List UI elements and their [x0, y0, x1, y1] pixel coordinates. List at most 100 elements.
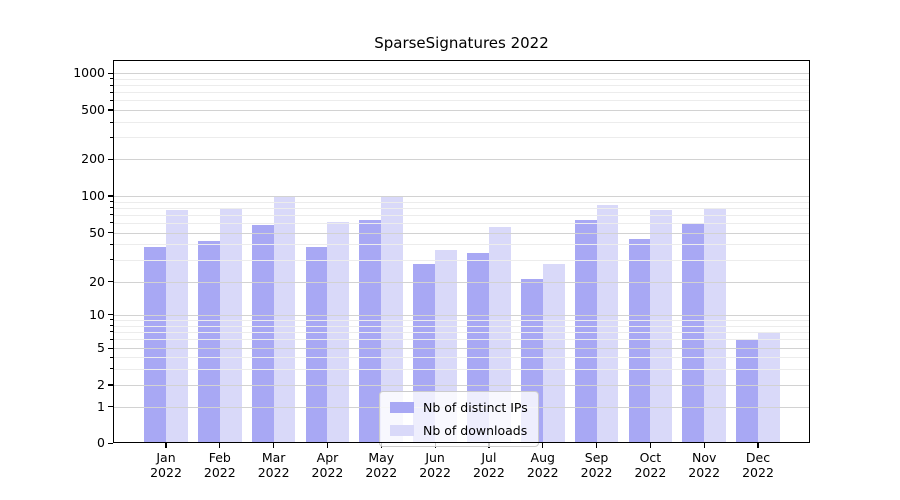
y-tick-mark	[107, 158, 113, 160]
y-tick-label: 500	[81, 102, 105, 117]
y-minor-tick-mark	[110, 207, 113, 209]
x-tick-line: Jun	[425, 450, 445, 466]
y-tick-label: 100	[81, 188, 105, 203]
bar-jul-downloads	[488, 226, 511, 444]
bar-nov-downloads	[704, 208, 726, 444]
bar-mar-distinct-ips	[251, 224, 274, 444]
y-minor-tick-mark	[110, 222, 113, 224]
y-tick-label: 1	[97, 398, 105, 414]
x-tick-label-mar: Mar 2022	[242, 450, 306, 480]
y-minor-tick-mark	[110, 91, 113, 93]
bar-sep-distinct-ips	[574, 219, 597, 444]
y-tick-label: 50	[89, 224, 105, 240]
y-tick-label: 10	[89, 306, 105, 322]
x-tick-mark	[165, 443, 167, 448]
x-tick-line: Oct	[639, 450, 662, 466]
legend-label: Nb of distinct IPs	[423, 400, 528, 415]
bar-oct-distinct-ips	[628, 239, 651, 444]
x-tick-mark	[595, 443, 598, 448]
x-tick-label-jul: Jul 2022	[457, 450, 521, 480]
bar-apr-downloads	[327, 222, 350, 444]
legend-swatch-downloads	[390, 425, 414, 436]
y-minor-tick-mark	[110, 325, 113, 327]
x-tick-line: 2022	[257, 465, 290, 481]
x-tick-label-jun: Jun 2022	[403, 450, 467, 480]
x-tick-line: 2022	[526, 465, 559, 481]
bar-jan-downloads	[166, 209, 188, 444]
x-tick-label-feb: Feb 2022	[188, 450, 252, 480]
y-tick-mark	[107, 384, 113, 386]
x-tick-line: 2022	[419, 465, 451, 481]
x-tick-label-aug: Aug 2022	[511, 450, 575, 480]
y-tick-mark	[107, 109, 113, 111]
x-tick-line: 2022	[365, 465, 398, 481]
legend-row: Nb of distinct IPs	[390, 400, 528, 415]
x-tick-mark	[542, 443, 544, 448]
x-tick-line: 2022	[742, 465, 774, 481]
x-tick-mark	[703, 443, 705, 448]
y-tick-mark	[107, 231, 113, 234]
y-minor-tick-mark	[110, 259, 113, 261]
x-tick-label-nov: Nov 2022	[672, 450, 736, 480]
bar-feb-distinct-ips	[198, 240, 220, 444]
legend: Nb of distinct IPs Nb of downloads	[379, 391, 539, 447]
x-tick-line: Feb	[208, 450, 231, 466]
y-tick-mark	[107, 405, 113, 408]
x-tick-line: 2022	[473, 465, 505, 481]
legend-row: Nb of downloads	[390, 423, 528, 438]
y-tick-mark	[107, 314, 113, 316]
x-tick-mark	[273, 443, 275, 448]
bar-dec-downloads	[758, 332, 780, 444]
bar-sep-downloads	[596, 204, 619, 444]
y-tick-label: 2	[97, 377, 105, 392]
y-tick-label: 20	[89, 273, 105, 289]
plot-area: Nb of distinct IPs Nb of downloads	[113, 60, 810, 447]
x-tick-mark	[326, 443, 329, 448]
x-tick-line: Aug	[530, 450, 555, 466]
y-minor-tick-mark	[110, 368, 113, 370]
x-tick-line: 2022	[688, 465, 721, 481]
x-tick-line: 2022	[580, 465, 613, 481]
x-tick-label-sep: Sep 2022	[565, 450, 629, 480]
y-minor-tick-mark	[110, 243, 113, 245]
y-minor-tick-mark	[110, 319, 113, 321]
y-minor-tick-mark	[110, 99, 113, 101]
x-tick-label-oct: Oct 2022	[618, 450, 682, 480]
bar-nov-distinct-ips	[682, 223, 705, 444]
x-tick-label-jan: Jan 2022	[134, 450, 198, 480]
x-tick-line: Apr	[316, 450, 339, 466]
y-minor-tick-mark	[110, 136, 113, 138]
y-tick-label: 200	[81, 151, 105, 167]
y-tick-mark	[107, 195, 113, 197]
x-tick-line: 2022	[634, 465, 667, 481]
bar-jan-distinct-ips	[144, 247, 166, 444]
y-tick-mark	[107, 347, 113, 349]
bar-may-distinct-ips	[359, 220, 382, 444]
bar-feb-downloads	[219, 209, 242, 444]
x-tick-line: Jul	[481, 450, 497, 466]
chart-title: SparseSignatures 2022	[374, 34, 549, 52]
x-tick-line: 2022	[311, 465, 344, 481]
x-tick-mark	[649, 443, 651, 448]
y-tick-label: 1000	[73, 65, 105, 81]
bars-layer	[113, 60, 810, 444]
legend-label: Nb of downloads	[423, 423, 528, 438]
bar-mar-downloads	[273, 196, 296, 444]
y-minor-tick-mark	[110, 78, 113, 80]
y-minor-tick-mark	[110, 338, 113, 340]
y-minor-tick-mark	[110, 214, 113, 216]
x-tick-mark	[757, 443, 759, 448]
x-tick-line: Nov	[691, 450, 717, 466]
y-tick-mark	[107, 72, 113, 74]
y-tick-label: 0	[97, 435, 105, 451]
x-tick-line: Sep	[584, 450, 609, 466]
bar-oct-downloads	[650, 210, 673, 444]
x-tick-line: 2022	[203, 465, 236, 481]
y-minor-tick-mark	[110, 121, 113, 123]
y-minor-tick-mark	[110, 201, 113, 203]
x-tick-line: Mar	[261, 450, 286, 466]
y-tick-mark	[107, 442, 113, 444]
bar-aug-downloads	[542, 263, 565, 444]
x-tick-label-dec: Dec 2022	[726, 450, 790, 480]
y-minor-tick-mark	[110, 84, 113, 86]
